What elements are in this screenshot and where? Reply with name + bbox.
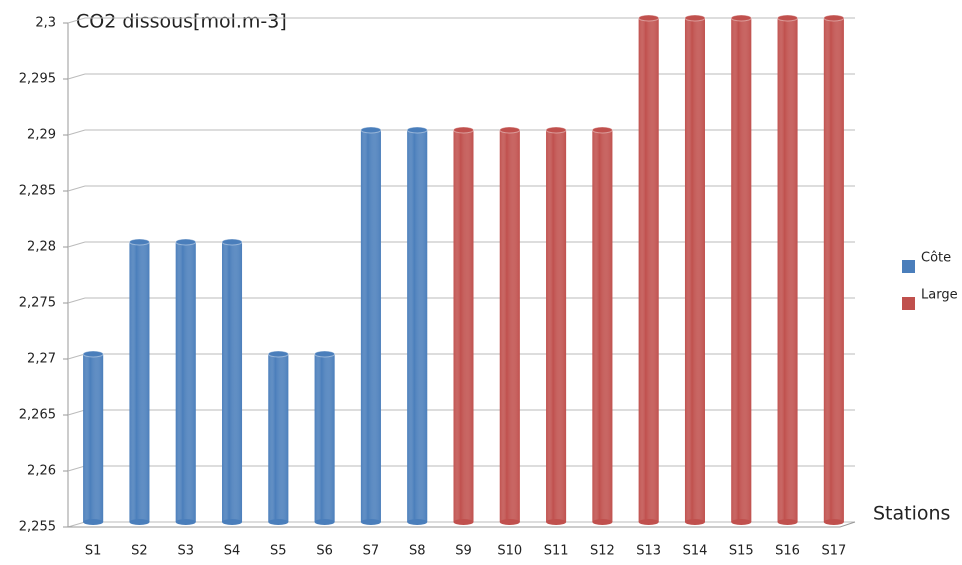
x-tick-label: S3 (177, 544, 194, 559)
legend-swatch (902, 297, 915, 310)
x-tick-label: S15 (729, 544, 754, 559)
y-tick-label: 2,275 (19, 296, 56, 311)
grid-line (67, 17, 855, 24)
bar-top (777, 14, 799, 22)
x-axis (68, 521, 856, 528)
bar-shade (777, 18, 798, 522)
bar-shade (222, 242, 243, 522)
x-tick-label: S17 (821, 544, 846, 559)
bar-top (453, 126, 474, 134)
bar-top (128, 238, 150, 246)
bar-top (823, 14, 845, 22)
bar-bottom (777, 519, 798, 525)
bar-bottom (175, 519, 196, 525)
bar-bottom (592, 519, 613, 525)
bar-bottom (407, 519, 428, 525)
bar-bottom (453, 519, 474, 525)
bar-shade (129, 242, 150, 522)
y-axis-title: CO2 dissous[mol.m-3] (76, 11, 287, 33)
x-axis-title: Stations (873, 503, 950, 525)
y-tick-label: 2,28 (27, 240, 56, 255)
bar-shade (407, 130, 428, 522)
bar-bottom (823, 519, 844, 525)
bar-shade (83, 354, 104, 522)
bar-top (638, 14, 660, 22)
bar-shade (268, 354, 289, 522)
grid-line (67, 73, 855, 80)
bar-shade (546, 130, 567, 522)
y-tick-label: 2,265 (19, 408, 56, 423)
x-tick-label: S8 (409, 544, 426, 559)
bar-shade (499, 130, 520, 522)
y-tick-label: 2,285 (19, 184, 56, 199)
bar-shade (175, 242, 196, 522)
bar-bottom (546, 519, 567, 525)
x-tick-label: S5 (270, 544, 287, 559)
x-tick-label: S1 (85, 544, 102, 559)
bar-shade (823, 18, 844, 522)
bar-bottom (129, 519, 150, 525)
bar-bottom (499, 519, 520, 525)
bar-shade (360, 130, 381, 522)
bar-shade (638, 18, 659, 522)
bar-bottom (268, 519, 289, 525)
bar-top (267, 350, 289, 358)
bar-top (545, 126, 567, 134)
y-tick-label: 2,29 (27, 128, 56, 143)
bar-top (591, 126, 613, 134)
y-tick-label: 2,26 (27, 464, 56, 479)
x-tick-label: S13 (636, 544, 661, 559)
x-tick-label: S14 (683, 544, 708, 559)
x-tick-label: S9 (455, 544, 472, 559)
bar-bottom (83, 519, 104, 525)
bar-top (221, 238, 243, 246)
x-tick-label: S10 (497, 544, 522, 559)
bar-bottom (314, 519, 335, 525)
bar-top (730, 14, 752, 22)
bar-top (684, 14, 706, 22)
legend-label: Large (921, 288, 958, 303)
bar-top (175, 238, 197, 246)
bar-top (360, 126, 382, 134)
y-tick-label: 2,3 (35, 16, 56, 31)
y-tick-label: 2,255 (19, 520, 56, 535)
x-tick-label: S7 (363, 544, 380, 559)
bar-top (82, 350, 104, 358)
bar-shade (314, 354, 335, 522)
bar-bottom (222, 519, 243, 525)
y-tick-label: 2,295 (19, 72, 56, 87)
bar-bottom (731, 519, 752, 525)
y-tick-label: 2,27 (27, 352, 56, 367)
bar-bottom (684, 519, 705, 525)
legend-swatch (902, 260, 915, 273)
bar-shade (731, 18, 752, 522)
x-tick-label: S6 (316, 544, 333, 559)
bar-bottom (638, 519, 659, 525)
bar-shade (684, 18, 705, 522)
bar-bottom (360, 519, 381, 525)
x-tick-label: S11 (544, 544, 569, 559)
bar-top (499, 126, 521, 134)
bar-top (406, 126, 428, 134)
bar-top (314, 350, 336, 358)
x-tick-label: S12 (590, 544, 615, 559)
legend-label: Côte (921, 251, 951, 266)
x-tick-label: S16 (775, 544, 800, 559)
bar-shade (453, 130, 474, 522)
x-tick-label: S4 (224, 544, 241, 559)
x-tick-label: S2 (131, 544, 148, 559)
bar-shade (592, 130, 613, 522)
